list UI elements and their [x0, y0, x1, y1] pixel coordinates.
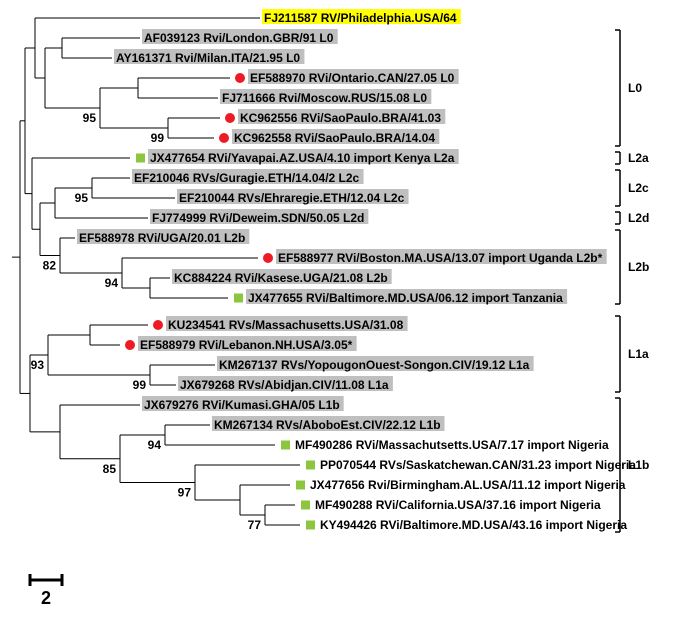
taxon-label: JX679268 RVs/Abidjan.CIV/11.08 L1a: [180, 378, 389, 392]
marker-red-circle: [219, 133, 229, 143]
clade-label: L2b: [628, 260, 649, 274]
taxon-label: KU234541 RVs/Massachusetts.USA/31.08: [168, 318, 404, 332]
marker-green-square: [296, 481, 305, 490]
taxon-label: JX477654 RVi/Yavapai.AZ.USA/4.10 import …: [150, 151, 455, 165]
clade-brackets: L0 L2a L2c L2d L2b L1a L1b: [615, 30, 649, 532]
taxon-label: EF210046 RVs/Guragie.ETH/14.04/2 L2c: [134, 171, 360, 185]
taxon-label: MF490286 RVi/Massachutsetts.USA/7.17 imp…: [295, 438, 609, 452]
support-value: 94: [105, 276, 119, 290]
support-value: 94: [148, 438, 162, 452]
support-value: 95: [75, 191, 89, 205]
taxon-label: EF210044 RVs/Ehraregie.ETH/12.04 L2c: [179, 191, 405, 205]
marker-green-square: [281, 441, 290, 450]
taxon-label: FJ211587 RV/Philadelphia.USA/64: [264, 11, 457, 25]
support-value: 99: [133, 378, 147, 392]
clade-label: L2a: [628, 151, 649, 165]
leaves: FJ211587 RV/Philadelphia.USA/64 AF039123 …: [77, 9, 636, 532]
taxon-label: MF490288 RVi/California.USA/37.16 import…: [315, 498, 601, 512]
support-value: 97: [178, 486, 192, 500]
support-value: 95: [83, 111, 97, 125]
taxon-label: EF588970 RVi/Ontario.CAN/27.05 L0: [250, 71, 455, 85]
clade-label: L1b: [628, 458, 649, 472]
phylogenetic-tree: 9995959482999394779785FJ211587 RV/Philad…: [0, 0, 688, 621]
scale-bar: 2: [30, 574, 62, 608]
marker-green-square: [306, 521, 315, 530]
marker-green-square: [301, 501, 310, 510]
taxon-label: KC884224 RVi/Kasese.UGA/21.08 L2b: [174, 271, 388, 285]
clade-label: L2c: [628, 181, 649, 195]
support-value: 99: [151, 131, 165, 145]
marker-red-circle: [125, 340, 135, 350]
support-value: 77: [248, 518, 262, 532]
taxon-label: JX679276 RVi/Kumasi.GHA/05 L1b: [144, 398, 340, 412]
taxon-label: FJ711666 Rvi/Moscow.RUS/15.08 L0: [222, 91, 427, 105]
taxon-label: KC962558 RVi/SaoPaulo.BRA/14.04: [234, 131, 435, 145]
taxon-label: JX477656 Rvi/Birmingham.AL.USA/11.12 imp…: [310, 478, 626, 492]
support-value: 93: [31, 358, 45, 372]
taxon-label: KM267137 RVs/YopougonOuest-Songon.CIV/19…: [219, 358, 530, 372]
support-value: 85: [103, 462, 117, 476]
taxon-label: JX477655 RVi/Baltimore.MD.USA/06.12 impo…: [248, 291, 563, 305]
taxon-label: EF588978 RVi/UGA/20.01 L2b: [79, 231, 245, 245]
marker-green-square: [136, 154, 145, 163]
taxon-label: EF588979 RVi/Lebanon.NH.USA/3.05*: [140, 338, 353, 352]
taxon-label: AY161371 Rvi/Milan.ITA/21.95 L0: [116, 51, 300, 65]
marker-red-circle: [225, 113, 235, 123]
taxon-label: KC962556 RVi/SaoPaulo.BRA/41.03: [240, 111, 441, 125]
support-value: 82: [43, 259, 57, 273]
clade-label: L2d: [628, 211, 649, 225]
taxon-label: EF588977 RVi/Boston.MA.USA/13.07 import …: [278, 251, 603, 265]
clade-label: L1a: [628, 347, 649, 361]
marker-red-circle: [235, 73, 245, 83]
marker-green-square: [234, 294, 243, 303]
marker-red-circle: [263, 253, 273, 263]
marker-red-circle: [153, 320, 163, 330]
taxon-label: FJ774999 RVi/Deweim.SDN/50.05 L2d: [152, 211, 364, 225]
clade-label: L0: [628, 81, 642, 95]
scale-label: 2: [41, 588, 51, 608]
taxon-label: KY494426 RVi/Baltimore.MD.USA/43.16 impo…: [320, 518, 627, 532]
taxon-label: AF039123 Rvi/London.GBR/91 L0: [144, 31, 334, 45]
taxon-label: KM267134 RVs/AboboEst.CIV/22.12 L1b: [214, 418, 441, 432]
marker-green-square: [306, 461, 315, 470]
taxon-label: PP070544 RVs/Saskatchewan.CAN/31.23 impo…: [320, 458, 636, 472]
